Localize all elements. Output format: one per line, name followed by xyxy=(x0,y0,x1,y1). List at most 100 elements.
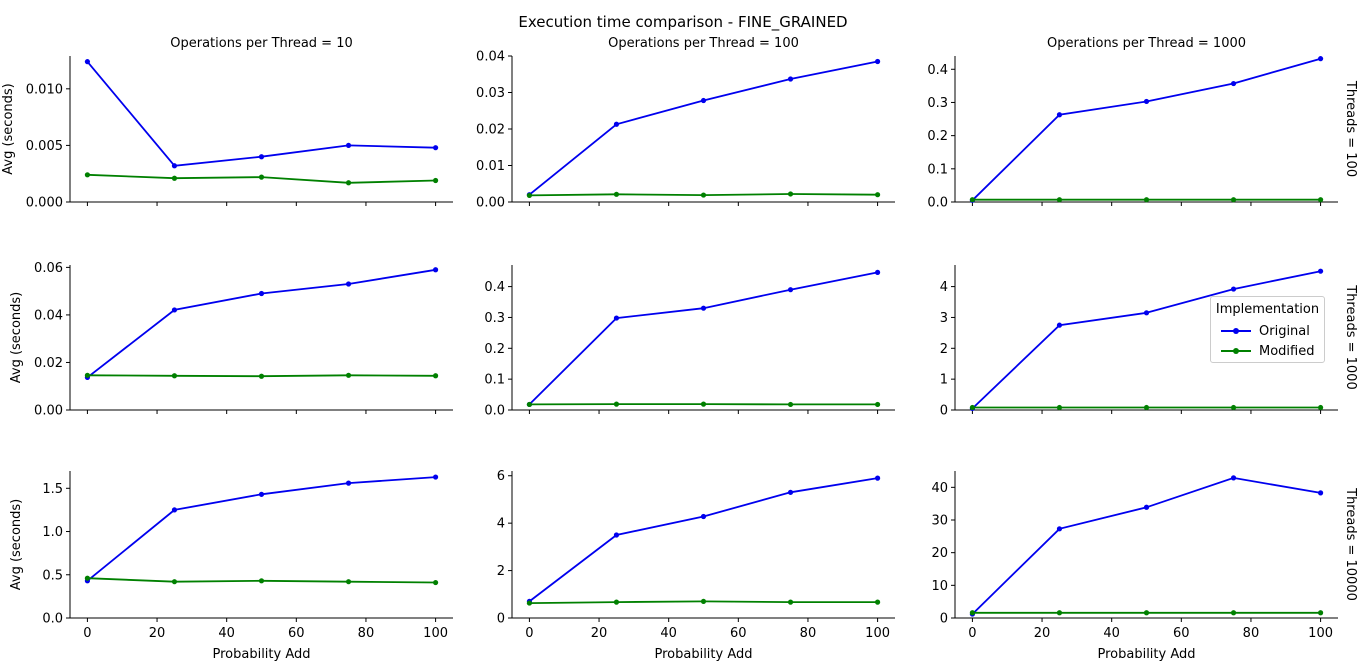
column-title: Operations per Thread = 100 xyxy=(608,36,799,51)
data-point-original xyxy=(171,307,178,313)
data-point-original xyxy=(700,305,707,311)
data-point-modified xyxy=(700,598,707,605)
row-title: Threads = 10000 xyxy=(1343,487,1358,601)
data-point-modified xyxy=(171,579,178,585)
data-point-modified xyxy=(258,174,265,180)
data-point-original xyxy=(1317,490,1324,496)
row-title: Threads = 100 xyxy=(1343,80,1358,177)
series-line-original xyxy=(971,57,1321,201)
data-point-modified xyxy=(345,579,352,585)
y-tick-label: 0 xyxy=(497,612,505,627)
data-point-modified xyxy=(432,579,439,586)
column-title: Operations per Thread = 1000 xyxy=(1047,36,1246,51)
y-tick-label: 0.0 xyxy=(484,404,505,419)
y-tick-label: 0.02 xyxy=(476,123,505,138)
data-point-modified xyxy=(432,373,439,379)
legend-title: Implementation xyxy=(1215,302,1320,317)
x-tick-label: 0 xyxy=(525,626,533,641)
data-point-original xyxy=(1143,504,1150,510)
y-axis-label: Avg (seconds) xyxy=(1,83,16,175)
data-point-original xyxy=(1230,286,1237,292)
data-point-modified xyxy=(613,599,620,605)
data-point-original xyxy=(787,489,794,495)
data-point-original xyxy=(258,491,265,497)
y-tick-label: 0.04 xyxy=(34,308,63,323)
data-point-original xyxy=(1056,112,1063,118)
legend-line-original xyxy=(1221,328,1251,334)
panel-r0-c2: 0.0 0.1 0.2 0.3 0.4 Operations per Thread = 1… xyxy=(927,36,1358,211)
data-point-original xyxy=(1143,310,1150,316)
series-line-original xyxy=(528,271,878,406)
data-point-modified xyxy=(345,180,352,186)
data-point-modified xyxy=(1143,197,1150,203)
data-point-original xyxy=(345,480,352,486)
data-point-modified xyxy=(1143,610,1150,616)
legend-line-modified xyxy=(1221,348,1251,354)
data-point-modified xyxy=(84,575,91,581)
data-point-modified xyxy=(171,373,178,379)
data-point-modified xyxy=(345,372,352,378)
data-point-original xyxy=(613,532,620,538)
data-point-modified xyxy=(874,599,881,605)
panel-r0-c0: 0.000 0.005 0.010 Avg (seconds) Operations p… xyxy=(1,36,453,211)
x-tick-label: 80 xyxy=(1243,626,1260,641)
x-tick-label: 40 xyxy=(1103,626,1120,641)
y-tick-label: 1.0 xyxy=(42,525,63,540)
y-tick-label: 0 xyxy=(940,612,948,627)
x-tick-label: 60 xyxy=(730,626,747,641)
data-point-modified xyxy=(874,192,881,198)
data-point-modified xyxy=(787,191,794,197)
y-tick-label: 0 xyxy=(940,404,948,419)
legend-label-original: Original xyxy=(1259,323,1310,339)
panel-r1-c2: 0 1 2 3 4 Threads = 1000 xyxy=(940,265,1358,419)
series-line-original xyxy=(86,268,436,379)
y-tick-label: 0.005 xyxy=(26,139,63,154)
legend: Implementation Original Modified xyxy=(1210,296,1325,363)
data-point-modified xyxy=(700,192,707,198)
x-tick-label: 0 xyxy=(83,626,91,641)
data-point-modified xyxy=(1056,197,1063,203)
data-point-original xyxy=(700,513,707,520)
series-line-original xyxy=(971,476,1321,615)
data-point-modified xyxy=(1056,404,1063,411)
y-tick-label: 2 xyxy=(940,342,948,357)
data-point-original xyxy=(432,145,439,151)
data-point-original xyxy=(874,58,881,65)
y-tick-label: 0.010 xyxy=(26,82,63,97)
data-point-modified xyxy=(1230,404,1237,411)
y-tick-label: 0.3 xyxy=(927,96,948,111)
data-point-original xyxy=(258,154,265,160)
y-tick-label: 0.06 xyxy=(34,261,63,276)
data-point-original xyxy=(432,474,439,480)
x-tick-label: 100 xyxy=(865,626,890,641)
data-point-modified xyxy=(1056,610,1063,616)
chart-title: Execution time comparison - FINE_GRAINED xyxy=(518,13,847,32)
data-point-original xyxy=(1230,475,1237,481)
data-point-modified xyxy=(1143,404,1150,411)
y-tick-label: 0.1 xyxy=(484,373,505,388)
data-point-modified xyxy=(787,401,794,408)
data-point-original xyxy=(1143,98,1150,105)
x-tick-label: 40 xyxy=(660,626,677,641)
data-point-original xyxy=(258,290,265,297)
data-point-modified xyxy=(1230,610,1237,616)
data-point-modified xyxy=(1317,404,1324,411)
x-tick-label: 80 xyxy=(800,626,817,641)
data-point-modified xyxy=(613,191,620,197)
x-tick-label: 20 xyxy=(1034,626,1051,641)
data-point-modified xyxy=(84,172,91,178)
data-point-modified xyxy=(526,600,533,606)
y-tick-label: 0.00 xyxy=(34,404,63,419)
data-point-modified xyxy=(84,372,91,378)
data-point-modified xyxy=(969,610,976,616)
panel-r1-c1: 0.0 0.1 0.2 0.3 0.4 xyxy=(484,265,895,419)
data-point-modified xyxy=(613,401,620,407)
legend-item-original: Original xyxy=(1221,323,1310,339)
legend-marker-original xyxy=(1233,328,1239,334)
y-tick-label: 30 xyxy=(931,514,948,529)
y-tick-label: 4 xyxy=(497,517,505,532)
data-point-original xyxy=(345,142,352,149)
